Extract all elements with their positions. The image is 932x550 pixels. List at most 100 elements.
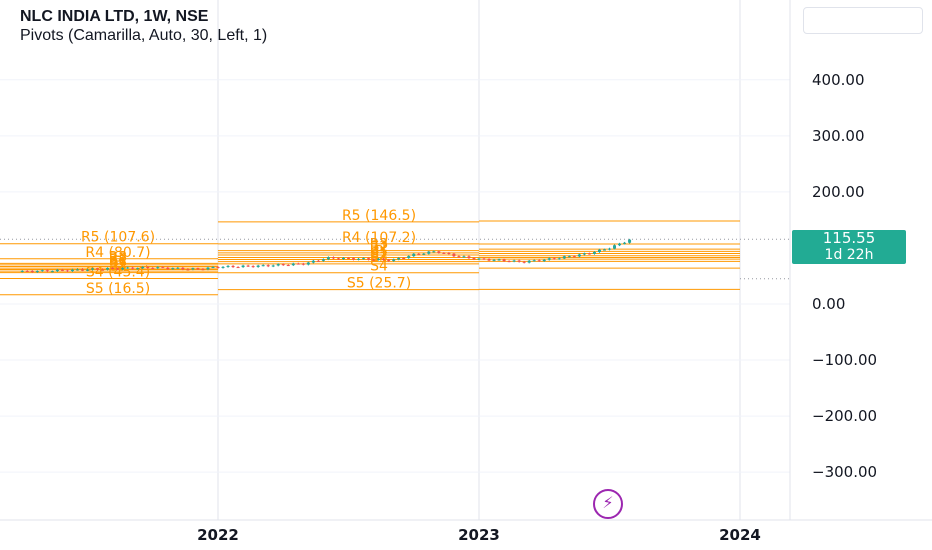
candle-body xyxy=(432,251,436,253)
candle-body xyxy=(251,266,255,268)
candle-body xyxy=(231,265,235,268)
pivot-label-s4: S4 xyxy=(370,259,388,275)
y-tick-label: −300.00 xyxy=(812,463,877,481)
candle-body xyxy=(592,252,596,254)
candle-body xyxy=(25,270,29,272)
candle-body xyxy=(452,253,456,257)
candle-body xyxy=(427,251,431,254)
pivot-label-r1: R1 xyxy=(370,241,389,257)
chart-controls-box[interactable] xyxy=(803,7,923,34)
y-tick-label: 0.00 xyxy=(812,295,845,313)
pivot-label-r3: R3 xyxy=(370,237,389,253)
candle-body xyxy=(522,261,526,263)
candle-body xyxy=(321,259,325,261)
candle-body xyxy=(96,268,100,270)
candle-body xyxy=(296,263,300,265)
candle-body xyxy=(577,254,581,257)
candle-body xyxy=(196,268,200,270)
candle-body xyxy=(281,264,285,266)
pivot-label-r5: R5 (146.5) xyxy=(342,208,416,224)
indicator-legend[interactable]: Pivots (Camarilla, Auto, 30, Left, 1) xyxy=(20,27,268,44)
candle-body xyxy=(407,256,411,259)
pivot-label-s5: S5 (25.7) xyxy=(347,276,411,292)
candle-body xyxy=(362,258,366,260)
pivot-label-p: P xyxy=(114,254,122,270)
candle-body xyxy=(442,252,446,254)
lightning-bolt-icon[interactable]: ⚡ xyxy=(593,489,623,519)
candle-body xyxy=(417,253,421,255)
candle-body xyxy=(372,259,376,261)
candle-body xyxy=(121,268,125,270)
candle-body xyxy=(527,260,531,263)
candle-body xyxy=(266,265,270,267)
y-tick-label: 200.00 xyxy=(812,183,865,201)
candle-body xyxy=(567,256,571,258)
last-price-value: 115.55 xyxy=(822,229,876,247)
candle-body xyxy=(40,270,44,272)
candle-body xyxy=(502,259,506,262)
candle-body xyxy=(618,243,622,246)
candle-body xyxy=(166,267,170,269)
candle-body xyxy=(186,269,190,271)
candle-body xyxy=(146,266,150,268)
candle-body xyxy=(326,257,330,260)
candle-body xyxy=(116,268,120,270)
candle-body xyxy=(271,265,275,267)
x-tick-label: 2024 xyxy=(719,526,761,544)
candle-body xyxy=(587,253,591,255)
candle-body xyxy=(582,253,586,255)
candle-body xyxy=(246,265,250,267)
candle-body xyxy=(35,271,39,273)
candle-body xyxy=(151,267,155,269)
candle-body xyxy=(497,259,501,261)
candle-body xyxy=(512,260,516,262)
candle-body xyxy=(547,258,551,260)
y-tick-label: −200.00 xyxy=(812,407,877,425)
candle-body xyxy=(562,256,566,259)
candle-body xyxy=(457,256,461,258)
pivot-label-r1: R1 xyxy=(109,252,128,268)
pivot-label-p: P xyxy=(375,243,383,259)
candle-body xyxy=(161,267,165,269)
candle-body xyxy=(141,266,145,269)
candle-body xyxy=(236,267,240,269)
pivot-label-r5: R5 (107.6) xyxy=(81,230,155,246)
candle-body xyxy=(276,264,280,266)
candle-body xyxy=(382,258,386,260)
candle-body xyxy=(507,261,511,263)
candle-body xyxy=(552,258,556,260)
candle-body xyxy=(111,268,115,270)
candle-body xyxy=(191,268,195,270)
pivot-label-r4: R4 (80.7) xyxy=(85,245,150,261)
candle-body xyxy=(613,245,617,249)
candle-body xyxy=(487,259,491,261)
candle-body xyxy=(131,267,135,269)
candle-body xyxy=(286,265,290,267)
candle-body xyxy=(492,259,496,261)
chart-title: NLC INDIA LTD, 1W, NSE xyxy=(20,8,209,25)
pivot-label-s5: S5 (16.5) xyxy=(86,281,150,297)
pivot-label-s1: S1 xyxy=(370,245,388,261)
candle-body xyxy=(341,257,345,260)
candle-body xyxy=(352,258,356,260)
candle-body xyxy=(462,256,466,258)
candle-body xyxy=(126,267,130,269)
candle-body xyxy=(467,256,471,259)
candle-body xyxy=(75,269,79,271)
candle-body xyxy=(70,269,74,272)
candle-body xyxy=(226,265,230,267)
candle-body xyxy=(20,270,24,272)
candle-body xyxy=(336,258,340,260)
candle-body xyxy=(55,269,59,272)
pivot-label-s3: S3 xyxy=(370,250,388,266)
y-tick-label: 400.00 xyxy=(812,71,865,89)
last-price-badge: 115.55 1d 22h xyxy=(792,230,906,264)
candle-body xyxy=(437,251,441,253)
candle-body xyxy=(517,260,521,262)
candle-body xyxy=(557,258,561,260)
candle-body xyxy=(537,260,541,262)
candle-body xyxy=(221,266,225,268)
candle-body xyxy=(86,269,89,271)
pivot-label-r2: R2 xyxy=(370,239,389,255)
